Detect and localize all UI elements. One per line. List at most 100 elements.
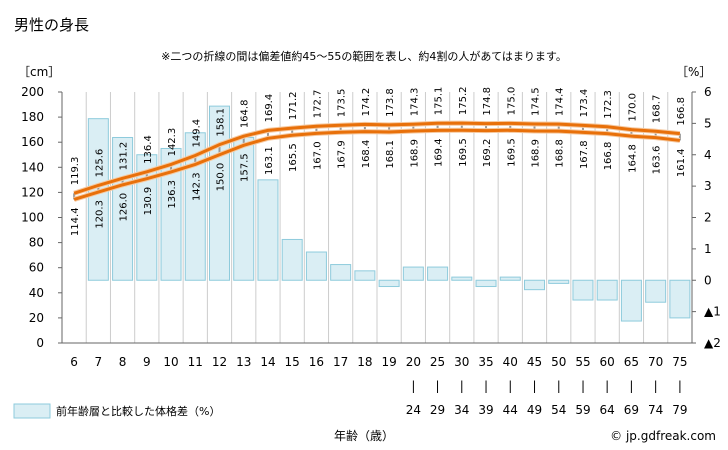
- upper-value-label: 174.4: [555, 87, 566, 116]
- x-axis-label: 年齢（歳）: [334, 428, 394, 443]
- bar: [596, 279, 618, 301]
- x-tick-label: 65: [624, 355, 639, 369]
- x-range-separator: |: [678, 379, 682, 393]
- lower-value-label: 150.0: [216, 163, 227, 192]
- x-tick-label-end: 79: [672, 403, 687, 417]
- x-tick-label: 55: [575, 355, 590, 369]
- bar: [548, 279, 570, 284]
- left-axis-unit: ［cm］: [18, 65, 60, 79]
- lower-value-label: 120.3: [94, 200, 105, 229]
- lower-value-label: 168.8: [555, 139, 566, 168]
- x-tick-label: 18: [357, 355, 372, 369]
- x-range-separator: |: [581, 379, 585, 393]
- bar: [620, 279, 642, 322]
- lower-value-label: 169.5: [458, 138, 469, 167]
- right-tick-label: 4: [704, 148, 712, 162]
- x-tick-label: 17: [333, 355, 348, 369]
- upper-value-label: 171.2: [288, 92, 299, 121]
- bar: [281, 238, 303, 281]
- x-range-separator: |: [605, 379, 609, 393]
- upper-value-label: 149.4: [191, 119, 202, 148]
- lower-value-label: 114.4: [70, 207, 81, 236]
- upper-value-label: 170.0: [627, 93, 638, 122]
- lower-value-label: 167.0: [312, 141, 323, 170]
- upper-value-label: 168.7: [652, 95, 663, 124]
- left-tick-label: 140: [21, 160, 44, 174]
- x-tick-label: 75: [672, 355, 687, 369]
- bar: [499, 276, 521, 281]
- right-tick-label: 6: [704, 85, 712, 99]
- upper-value-label: 175.0: [506, 87, 517, 116]
- bar: [112, 136, 134, 281]
- upper-value-label: 175.2: [458, 86, 469, 115]
- x-tick-label: 19: [381, 355, 396, 369]
- lower-value-label: 167.8: [579, 140, 590, 169]
- upper-value-label: 174.5: [531, 87, 542, 116]
- lower-value-label: 168.9: [531, 139, 542, 168]
- x-tick-label-end: 44: [503, 403, 518, 417]
- credit: © jp.gdfreak.com: [610, 429, 716, 443]
- bar: [427, 266, 449, 281]
- bar: [184, 132, 206, 281]
- x-range-separator: |: [508, 379, 512, 393]
- upper-value-label: 166.8: [676, 97, 687, 126]
- bar: [451, 276, 473, 281]
- lower-value-label: 142.3: [191, 172, 202, 201]
- x-tick-label: 14: [260, 355, 275, 369]
- x-tick-label: 12: [212, 355, 227, 369]
- lower-value-label: 163.6: [652, 146, 663, 175]
- upper-value-label: 158.1: [216, 108, 227, 137]
- x-tick-label-end: 49: [527, 403, 542, 417]
- right-tick-label: 2: [704, 211, 712, 225]
- right-tick-label: 3: [704, 179, 712, 193]
- upper-value-label: 174.8: [482, 87, 493, 116]
- lower-value-label: 164.8: [627, 144, 638, 173]
- x-tick-label: 25: [430, 355, 445, 369]
- x-tick-label: 6: [70, 355, 78, 369]
- lower-value-label: 136.3: [167, 180, 178, 209]
- lower-value-label: 169.5: [506, 138, 517, 167]
- x-range-separator: |: [411, 379, 415, 393]
- x-tick-label: 15: [285, 355, 300, 369]
- x-range-separator: |: [484, 379, 488, 393]
- x-tick-label: 40: [503, 355, 518, 369]
- bar: [669, 279, 691, 319]
- bar: [645, 279, 667, 303]
- upper-value-label: 136.4: [143, 135, 154, 164]
- bar: [209, 105, 230, 281]
- right-tick-label: 0: [704, 273, 712, 287]
- x-tick-label: 11: [188, 355, 203, 369]
- upper-value-label: 173.5: [337, 89, 348, 118]
- lower-value-label: 163.1: [264, 146, 275, 175]
- x-tick-label: 20: [406, 355, 421, 369]
- x-tick-label: 70: [648, 355, 663, 369]
- upper-value-label: 164.8: [240, 100, 251, 129]
- lower-value-label: 168.9: [409, 139, 420, 168]
- upper-value-label: 174.2: [361, 88, 372, 117]
- x-range-separator: |: [460, 379, 464, 393]
- left-tick-label: 180: [21, 110, 44, 124]
- x-tick-label-end: 24: [406, 403, 421, 417]
- right-tick-label: ▲1: [704, 305, 721, 319]
- x-tick-label-end: 29: [430, 403, 445, 417]
- x-range-separator: |: [436, 379, 440, 393]
- x-range-separator: |: [557, 379, 561, 393]
- upper-value-label: 174.3: [409, 88, 420, 117]
- upper-value-label: 173.4: [579, 89, 590, 118]
- x-tick-label-end: 74: [648, 403, 663, 417]
- left-tick-label: 160: [21, 135, 44, 149]
- lower-value-label: 161.4: [676, 148, 687, 177]
- x-tick-label: 45: [527, 355, 542, 369]
- lower-value-label: 168.4: [361, 140, 372, 169]
- upper-line: [73, 121, 681, 195]
- upper-value-label: 131.2: [119, 142, 130, 171]
- bar: [402, 266, 424, 281]
- right-tick-label: 5: [704, 116, 712, 130]
- x-tick-label: 30: [454, 355, 469, 369]
- x-tick-label-end: 34: [454, 403, 469, 417]
- left-tick-label: 20: [29, 311, 44, 325]
- x-tick-label-end: 54: [551, 403, 566, 417]
- x-tick-label: 60: [600, 355, 615, 369]
